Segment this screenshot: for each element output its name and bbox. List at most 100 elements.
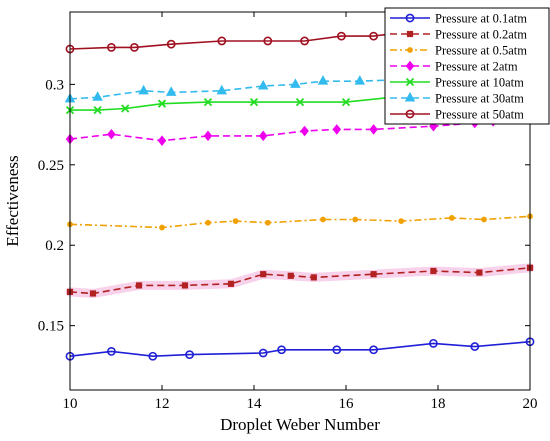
highlight-layer — [65, 263, 535, 298]
data-point — [317, 75, 329, 85]
data-point — [336, 31, 346, 41]
legend-entry: Pressure at 0.2atm — [390, 28, 527, 42]
series-line — [69, 78, 402, 100]
legend-entry: Pressure at 30atm — [390, 92, 524, 106]
data-point — [92, 91, 103, 101]
data-point — [121, 104, 130, 113]
data-point — [203, 130, 213, 142]
data-point — [260, 271, 267, 278]
data-point — [428, 338, 438, 348]
data-point — [165, 86, 177, 96]
data-point — [295, 97, 305, 107]
data-point — [166, 39, 176, 49]
series-line — [69, 267, 531, 295]
data-point — [369, 124, 378, 135]
data-point — [300, 36, 309, 46]
data-point — [148, 351, 158, 361]
data-point — [430, 267, 437, 275]
data-point — [277, 345, 286, 355]
legend-label: Pressure at 0.1atm — [435, 12, 527, 26]
data-point — [320, 216, 326, 223]
data-point — [249, 97, 259, 107]
data-point — [263, 36, 273, 46]
data-point — [258, 130, 268, 142]
x-tick-label: 18 — [431, 396, 446, 412]
legend-label: Pressure at 0.5atm — [435, 44, 527, 58]
data-point — [135, 282, 143, 289]
legend-label: Pressure at 30atm — [435, 92, 524, 106]
data-point — [354, 75, 366, 85]
data-point — [89, 290, 97, 297]
y-tick-label: 0.2 — [45, 238, 64, 254]
y-tick-label: 0.15 — [38, 319, 64, 335]
data-point — [129, 42, 139, 52]
data-point — [290, 78, 301, 88]
plot-area-frame — [69, 11, 531, 391]
data-point — [398, 218, 405, 225]
data-point — [257, 79, 269, 90]
data-point — [107, 128, 116, 140]
data-point — [481, 216, 487, 223]
data-point — [205, 219, 211, 226]
data-point — [107, 346, 116, 356]
legend-label: Pressure at 2atm — [435, 60, 518, 74]
legend-marker — [405, 77, 415, 87]
axis-ticks: 10 12 14 16 18 20 0.15 0.2 0.25 0.3 — [38, 12, 538, 412]
legend-marker — [405, 13, 415, 23]
legend-label: Pressure at 50atm — [435, 108, 524, 122]
legend-marker — [405, 109, 415, 119]
series-line — [69, 340, 531, 358]
data-point — [93, 105, 102, 115]
data-point — [216, 84, 228, 95]
data-point — [159, 224, 165, 231]
data-point — [332, 124, 342, 135]
data-point — [157, 135, 167, 146]
series-5 — [64, 73, 407, 103]
data-point — [370, 271, 377, 278]
legend-entry: Pressure at 2atm — [390, 60, 518, 74]
series-6 — [65, 26, 415, 54]
data-point — [157, 99, 167, 108]
data-point — [232, 218, 239, 225]
data-point — [476, 269, 483, 276]
data-point — [300, 125, 309, 137]
data-point — [369, 31, 378, 41]
x-tick-label: 14 — [247, 396, 263, 412]
y-tick-label: 0.3 — [45, 77, 64, 93]
data-point — [107, 42, 116, 52]
data-point — [352, 216, 359, 223]
data-point — [470, 342, 480, 351]
data-point — [429, 120, 438, 132]
legend: Pressure at 0.1atm Pressure at 0.2atm Pres… — [384, 7, 550, 125]
data-point — [181, 282, 189, 289]
series-4 — [65, 93, 397, 115]
legend-marker — [407, 47, 413, 53]
series-line — [69, 215, 531, 229]
data-point — [264, 219, 271, 226]
x-tick-label: 16 — [339, 396, 355, 412]
legend-marker — [406, 30, 414, 38]
legend-entry: Pressure at 10atm — [390, 76, 524, 90]
legend-entry: Pressure at 50atm — [390, 108, 524, 122]
legend-label: Pressure at 10atm — [435, 76, 524, 90]
series-2 — [67, 213, 533, 231]
data-point — [341, 97, 351, 107]
data-point — [185, 350, 194, 360]
series-0 — [65, 337, 535, 361]
x-tick-label: 12 — [155, 396, 170, 412]
x-tick-label: 10 — [63, 396, 78, 412]
legend-entry: Pressure at 0.5atm — [390, 44, 527, 58]
x-tick-label: 20 — [523, 396, 538, 412]
series-highlight — [65, 263, 535, 298]
legend-label: Pressure at 0.2atm — [435, 28, 527, 42]
series-line — [69, 30, 411, 50]
data-point — [369, 345, 378, 355]
legend-marker — [404, 91, 416, 102]
y-tick-label: 0.25 — [38, 158, 64, 174]
y-axis-title: Effectiveness — [3, 155, 22, 246]
legend-marker — [405, 60, 415, 72]
data-point — [287, 272, 294, 279]
data-point — [203, 97, 213, 107]
data-point — [227, 280, 235, 287]
data-point — [258, 348, 268, 358]
